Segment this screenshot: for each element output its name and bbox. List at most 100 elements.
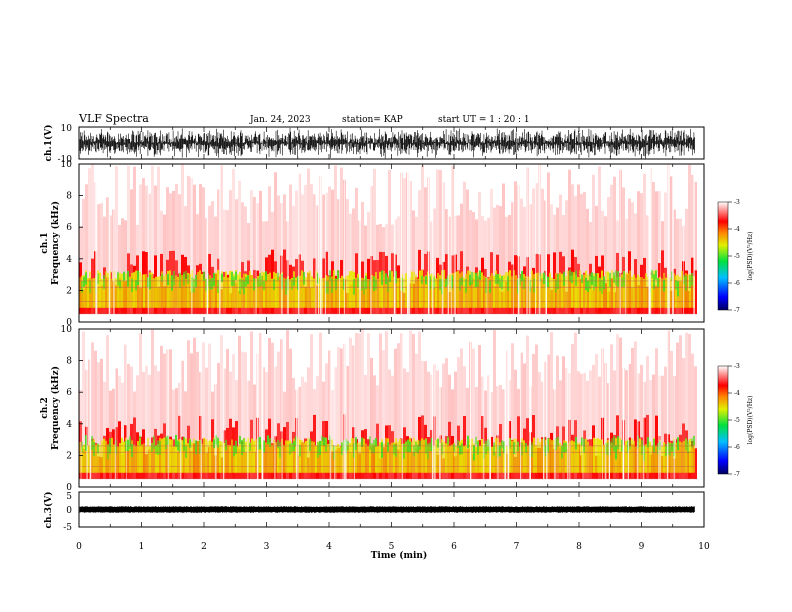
spectrogram-band bbox=[193, 278, 195, 308]
spectrogram-speckle bbox=[133, 391, 136, 418]
spectrogram-band bbox=[95, 444, 97, 473]
spectrogram-band bbox=[259, 275, 261, 308]
spectrogram-band bbox=[339, 277, 341, 308]
spectrogram-speckle bbox=[421, 360, 424, 416]
spectrogram-speckle bbox=[676, 342, 679, 440]
spectrogram-band bbox=[653, 437, 655, 473]
spectrogram-speckle bbox=[505, 350, 508, 454]
spectrogram-speckle bbox=[637, 191, 640, 286]
spectrogram-band bbox=[527, 276, 529, 308]
spectrogram-speckle bbox=[652, 181, 655, 285]
spectrogram-band bbox=[625, 440, 627, 473]
spectrogram-green bbox=[185, 270, 187, 280]
spectrogram-green bbox=[139, 435, 141, 446]
spectrogram-speckle bbox=[238, 180, 241, 291]
spectrogram-band bbox=[495, 437, 497, 473]
spectrogram-speckle bbox=[235, 199, 238, 283]
spectrogram-speckle bbox=[424, 361, 427, 425]
spectrogram-band bbox=[485, 443, 487, 473]
spectrogram-band bbox=[633, 440, 635, 473]
spectrogram-band bbox=[641, 444, 643, 473]
spectrogram-green bbox=[247, 275, 249, 285]
spectrogram-band bbox=[219, 441, 221, 473]
spectrogram-band bbox=[205, 439, 207, 473]
spectrogram-band bbox=[163, 275, 165, 308]
spectrogram-speckle bbox=[418, 331, 421, 417]
colorbar-tick-label: -4 bbox=[734, 390, 740, 397]
x-tick-label: 2 bbox=[201, 542, 207, 552]
spectrogram-green bbox=[131, 443, 133, 457]
spectrogram-speckle bbox=[364, 225, 367, 289]
spectrogram-band bbox=[661, 446, 663, 473]
spectrogram-band bbox=[369, 444, 371, 473]
ch2-spectrogram-ylabel-freq: Frequency (kHz) bbox=[50, 366, 61, 450]
spectrogram-speckle bbox=[247, 223, 250, 261]
spectrogram-band bbox=[669, 278, 671, 308]
spectrogram-speckle bbox=[259, 332, 262, 449]
spectrogram-green bbox=[209, 279, 211, 290]
spectrogram-speckle bbox=[445, 358, 448, 437]
spectrogram-band bbox=[497, 274, 499, 308]
spectrogram-band bbox=[587, 441, 589, 473]
spectrogram-green bbox=[263, 440, 265, 453]
spectrogram-green bbox=[557, 273, 559, 290]
spectrogram-speckle bbox=[322, 194, 325, 259]
spectrogram-speckle bbox=[181, 360, 184, 437]
spectrogram-green bbox=[153, 435, 155, 449]
spectrogram-speckle bbox=[667, 330, 670, 435]
spectrogram-band bbox=[149, 272, 151, 308]
spectrogram-band bbox=[479, 278, 481, 308]
spectrogram-green bbox=[249, 442, 251, 451]
spectrogram-band bbox=[669, 442, 671, 473]
spectrogram-band bbox=[469, 271, 471, 308]
x-tick-label: 8 bbox=[576, 542, 582, 552]
spectrogram-speckle bbox=[670, 176, 673, 291]
spectrogram-band bbox=[255, 439, 257, 473]
spectrogram-band bbox=[165, 437, 167, 473]
spectrogram-speckle bbox=[454, 371, 457, 457]
spectrogram-speckle bbox=[124, 220, 127, 282]
spectrogram-speckle bbox=[205, 217, 208, 283]
spectrogram-green bbox=[331, 278, 333, 293]
spectrogram-speckle bbox=[520, 198, 523, 275]
spectrogram-green bbox=[335, 278, 337, 290]
spectrogram-band bbox=[129, 445, 131, 473]
spectrogram-green bbox=[267, 435, 269, 445]
spectrogram-band bbox=[645, 444, 647, 473]
spectrogram-green bbox=[131, 278, 133, 293]
spectrogram-band bbox=[463, 277, 465, 308]
spectrogram-speckle bbox=[580, 373, 583, 456]
spectrogram-band bbox=[171, 275, 173, 308]
spectrogram-band bbox=[297, 276, 299, 308]
spectrogram-green bbox=[149, 274, 151, 290]
spectrogram-band bbox=[429, 274, 431, 308]
spectrogram-speckle bbox=[625, 218, 628, 275]
spectrogram-green bbox=[259, 273, 261, 287]
spectrogram-band bbox=[389, 274, 391, 308]
spectrogram-speckle bbox=[322, 381, 325, 422]
spectrogram-green bbox=[245, 277, 247, 287]
spectrogram-speckle bbox=[559, 194, 562, 252]
spectrogram-green bbox=[555, 437, 557, 451]
spectrogram-green bbox=[115, 440, 117, 455]
spectrogram-speckle bbox=[694, 366, 697, 449]
spectrogram-speckle bbox=[127, 363, 130, 451]
spectrogram-speckle bbox=[607, 383, 610, 439]
y-tick-label: 8 bbox=[66, 357, 72, 367]
spectrogram-speckle bbox=[319, 332, 322, 454]
spectrogram-speckle bbox=[241, 202, 244, 263]
spectrogram-speckle bbox=[217, 189, 220, 259]
x-tick-label: 7 bbox=[514, 542, 520, 552]
spectrogram-band bbox=[577, 277, 579, 308]
spectrogram-band bbox=[567, 270, 569, 308]
spectrogram-green bbox=[291, 279, 293, 290]
spectrogram-band bbox=[617, 437, 619, 473]
spectrogram-band bbox=[677, 441, 679, 473]
spectrogram-green bbox=[329, 270, 331, 281]
spectrogram-green bbox=[477, 275, 479, 287]
spectrogram-speckle bbox=[115, 166, 118, 286]
spectrogram-band bbox=[133, 444, 135, 473]
spectrogram-band bbox=[133, 272, 135, 308]
spectrogram-speckle bbox=[136, 224, 139, 256]
